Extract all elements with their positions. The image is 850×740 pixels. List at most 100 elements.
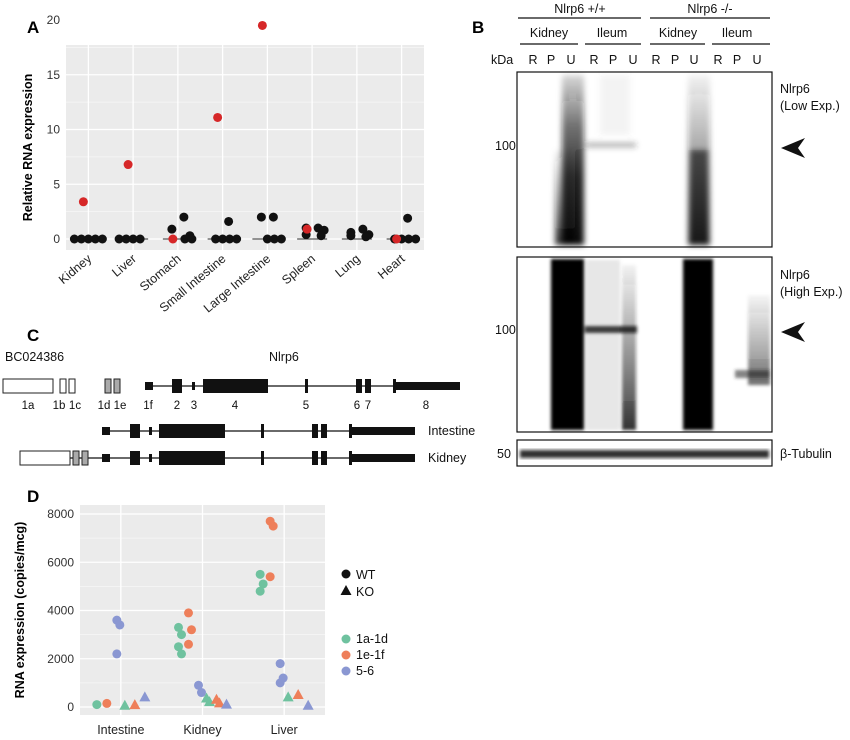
data-point-wt [102, 698, 112, 708]
data-point-ko [302, 699, 314, 710]
exon-label: 7 [365, 400, 371, 412]
exon-1f [145, 382, 153, 390]
exon-label: 1b [53, 400, 66, 412]
lane-label: U [752, 53, 761, 67]
data-point-ko [119, 699, 131, 710]
y-axis-label: Relative RNA expression [21, 74, 35, 222]
legend-label: 5-6 [356, 664, 374, 678]
x-tick-label: Kidney [183, 723, 222, 737]
panel-d-label: D [27, 487, 39, 506]
exon-label: 4 [232, 400, 239, 412]
panel-d-legend: WT KO 1a-1d 1e-1f 5-6 [340, 568, 388, 678]
exon-label: 1e [114, 400, 127, 412]
data-point [346, 231, 356, 241]
exon-8 [396, 382, 460, 390]
data-point [316, 231, 326, 241]
y-tick-label: 10 [47, 123, 61, 137]
western-blot: Nlrp6 +/+ Nlrp6 -/- Kidney Ileum Kidney … [491, 2, 843, 467]
gene-label-nlrp6: Nlrp6 [269, 350, 299, 364]
data-point [269, 234, 279, 244]
lane-label: P [733, 53, 741, 67]
marker-50: 50 [497, 447, 511, 461]
panel-b-label: B [472, 18, 484, 37]
data-point [225, 234, 235, 244]
data-point-wt [174, 642, 183, 652]
data-point [224, 216, 234, 226]
lane-label: U [566, 53, 575, 67]
exon [352, 427, 415, 435]
y-tick-label: 5 [53, 177, 60, 191]
data-point-wt [194, 680, 203, 690]
data-point [121, 234, 131, 244]
data-point-wt [265, 572, 275, 582]
panel-a-label: A [27, 18, 39, 37]
y-tick-label: 4000 [47, 604, 74, 618]
exon [312, 424, 318, 438]
tissue-kidney-wt: Kidney [530, 26, 569, 40]
data-point-wt [275, 659, 285, 669]
gene-label-bc024386: BC024386 [5, 350, 64, 364]
blot-low-bands [555, 75, 710, 245]
data-point-wt [112, 649, 122, 659]
tissue-ileum-ko: Ileum [722, 26, 753, 40]
plot-background [66, 45, 424, 250]
data-point-wt [92, 700, 102, 710]
data-point [211, 234, 221, 244]
exon-3 [192, 382, 195, 390]
x-tick-label: Heart [375, 251, 408, 282]
y-tick-label: 0 [53, 232, 60, 246]
data-point-highlight [213, 112, 223, 122]
exon [149, 454, 152, 462]
lane-label: P [547, 53, 555, 67]
exon-7 [365, 379, 371, 393]
legend-key-triangle [340, 585, 352, 595]
exon-label: 8 [423, 400, 429, 412]
data-point-ko [139, 691, 151, 702]
exon [159, 424, 225, 438]
data-point [128, 234, 138, 244]
data-point-wt [275, 678, 285, 688]
x-tick-label: Spleen [279, 252, 318, 288]
data-point-wt [184, 608, 193, 618]
data-point-wt [174, 622, 183, 632]
legend-key-color [341, 666, 351, 676]
legend-key-color [341, 634, 351, 644]
legend-label: KO [356, 585, 374, 599]
lane-label: R [713, 53, 722, 67]
legend-label: 1e-1f [356, 648, 385, 662]
legend-label: WT [356, 568, 376, 582]
exon-label: 1d [98, 400, 111, 412]
exon-2 [172, 379, 182, 393]
genotype-ko: Nlrp6 -/- [687, 2, 732, 16]
data-point-highlight [302, 224, 312, 234]
data-point-ko [282, 691, 294, 702]
marker-100: 100 [495, 139, 516, 153]
x-tick-label: Liver [109, 252, 139, 280]
exon [130, 424, 140, 438]
exon-8-start [393, 379, 396, 393]
data-point [276, 234, 286, 244]
lane-label: P [609, 53, 617, 67]
exon [72, 450, 80, 466]
y-tick-label: 2000 [47, 652, 74, 666]
exon-4 [203, 379, 268, 393]
transcript-label-kidney: Kidney [428, 451, 467, 465]
data-point-highlight [257, 20, 267, 30]
data-point [114, 234, 124, 244]
blot-low-label-2: (Low Exp.) [780, 99, 840, 113]
exon-label: 1c [69, 400, 81, 412]
exon-1c [68, 378, 76, 394]
exon [102, 454, 110, 462]
data-point-wt [255, 569, 265, 579]
data-point-wt [255, 586, 265, 596]
arrowhead-icon [781, 138, 805, 158]
lane-label: R [651, 53, 660, 67]
data-point [256, 212, 266, 222]
data-point-ko [221, 698, 232, 709]
exon [352, 454, 415, 462]
data-point [76, 234, 86, 244]
exon [130, 451, 140, 465]
